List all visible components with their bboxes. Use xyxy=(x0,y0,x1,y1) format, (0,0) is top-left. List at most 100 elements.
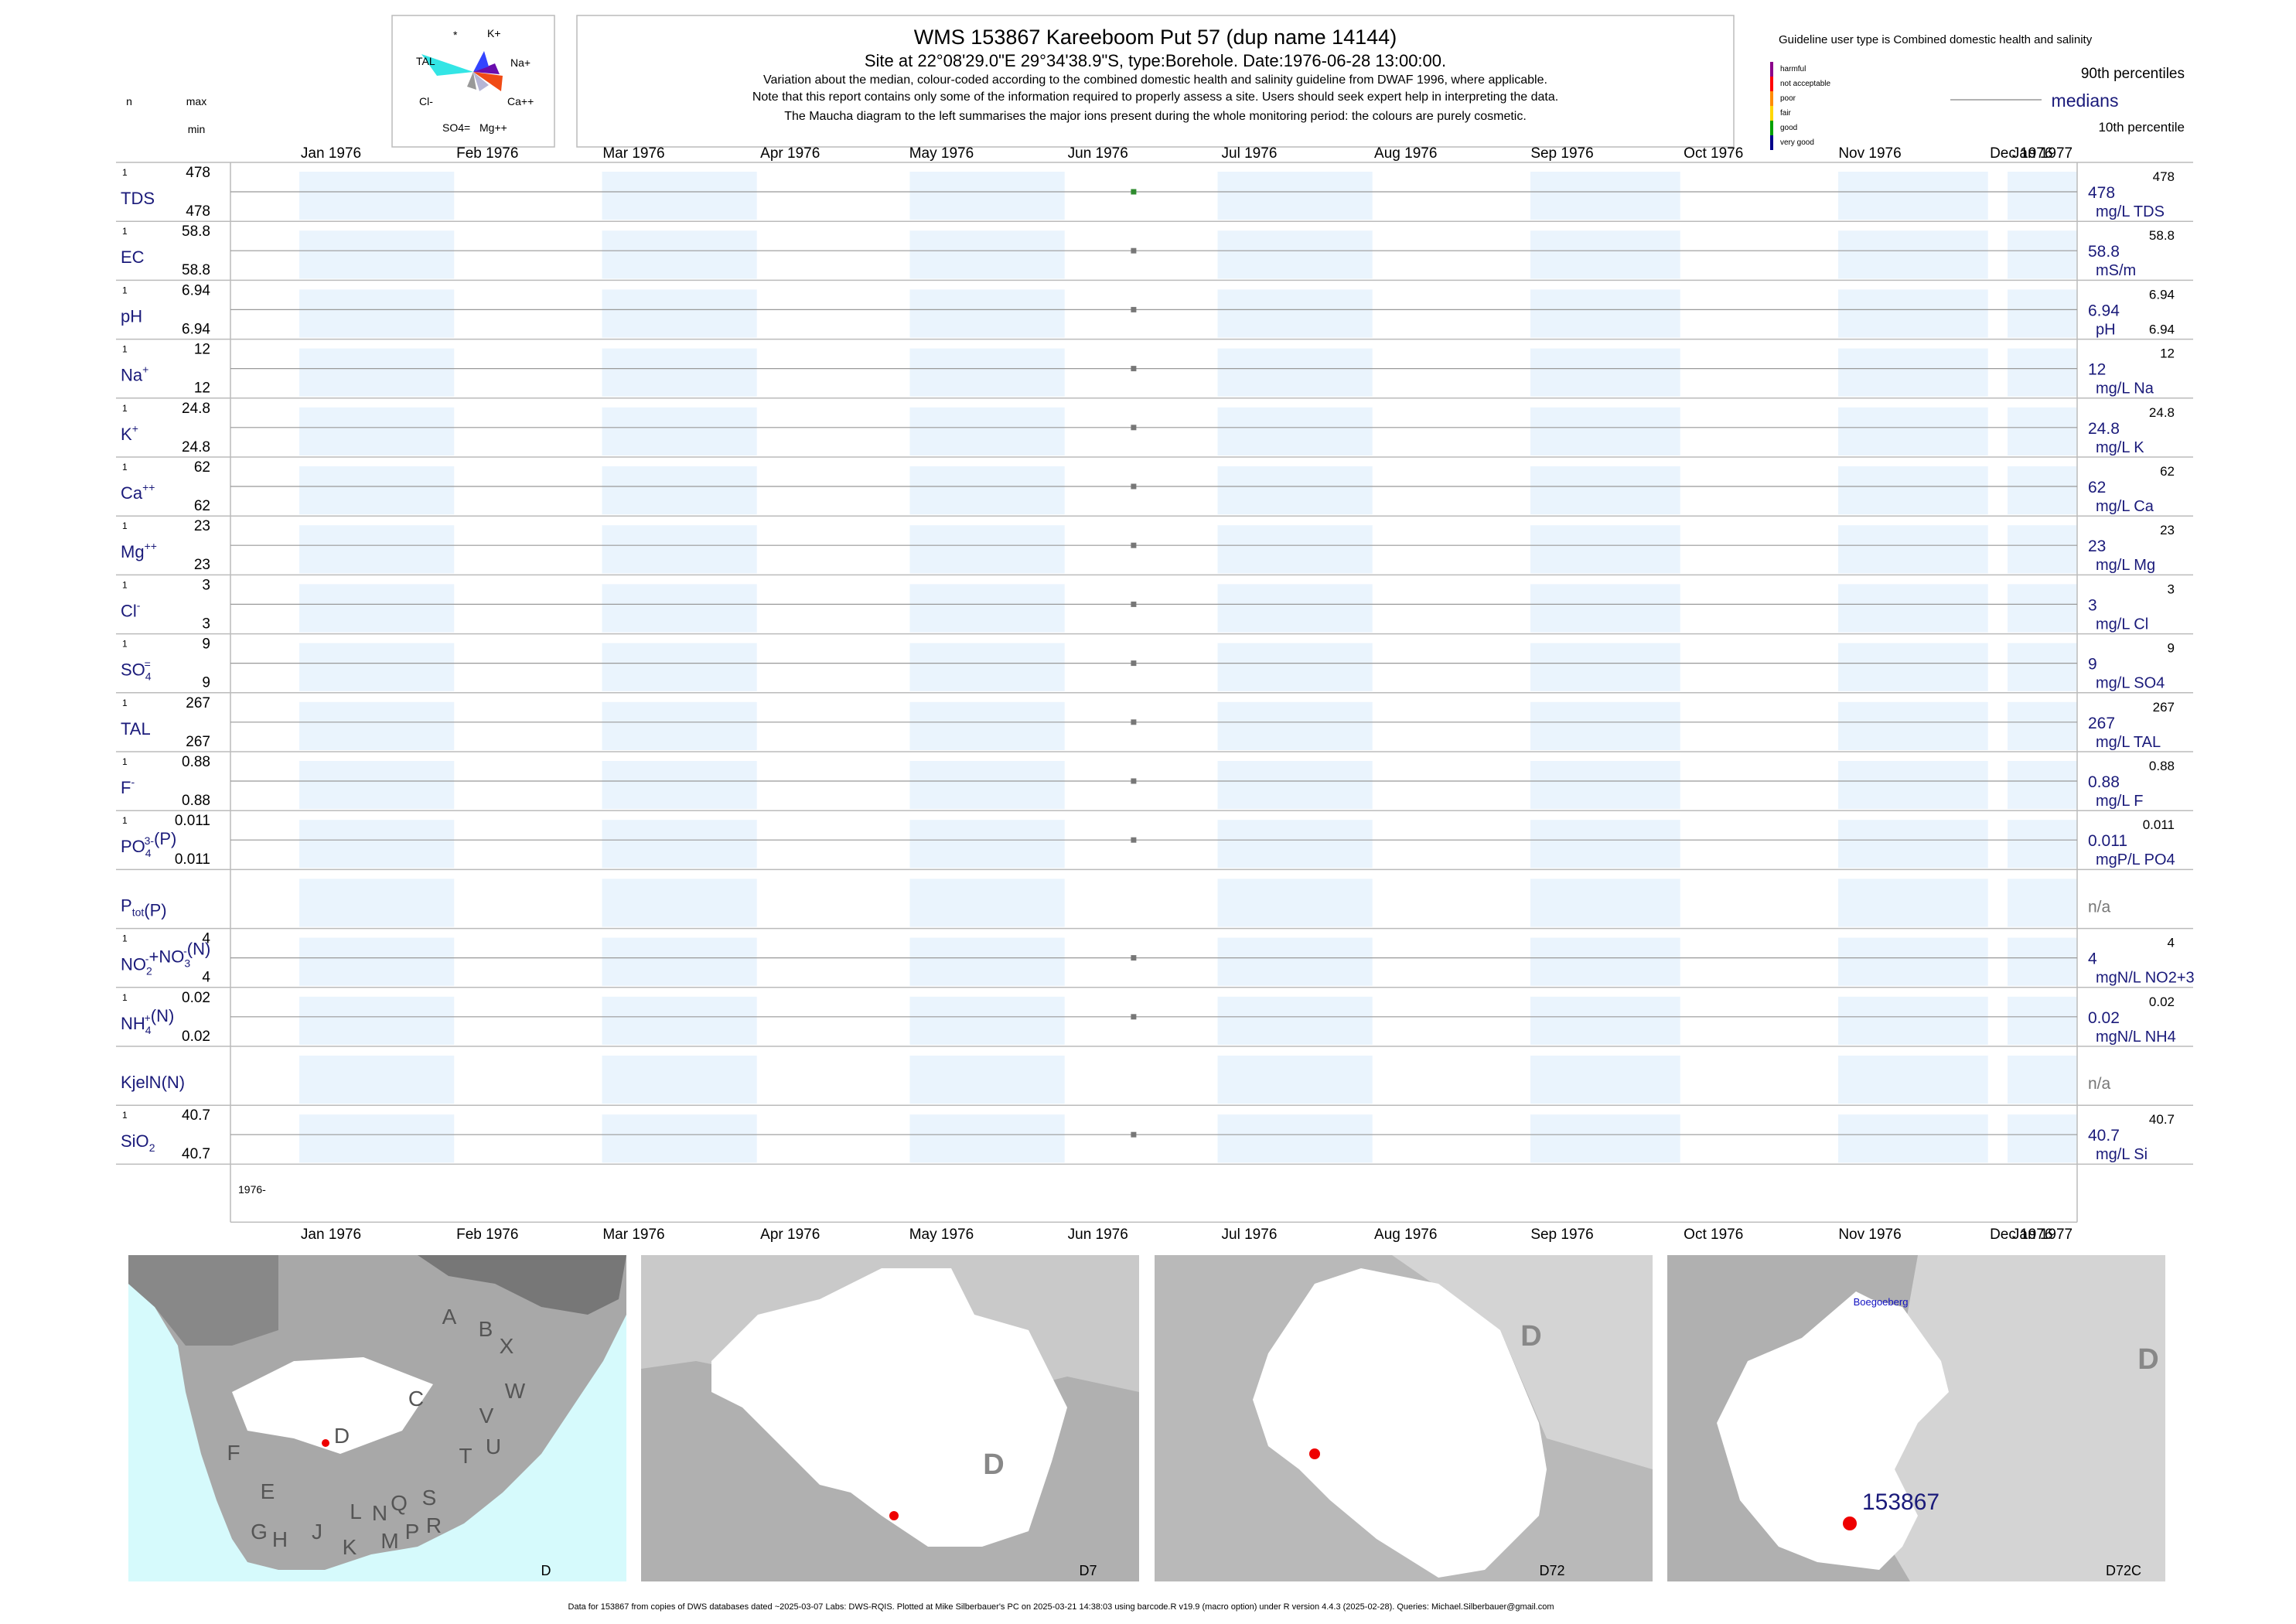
x-tick-bottom: Feb 1976 xyxy=(456,1227,518,1243)
row-min: 58.8 xyxy=(182,262,210,278)
row-max: 58.8 xyxy=(182,223,210,240)
month-band xyxy=(2008,289,2077,338)
map1-region-letter: A xyxy=(442,1305,457,1329)
maucha-na-wedge xyxy=(473,63,500,74)
month-band xyxy=(299,701,455,750)
legend-category-3: fair xyxy=(1780,109,1792,118)
month-band xyxy=(602,584,757,633)
month-band xyxy=(1530,348,1680,397)
row-median: n/a xyxy=(2088,1075,2111,1093)
sample-point xyxy=(1131,837,1137,843)
month-band xyxy=(1530,996,1680,1045)
map2-letter: D xyxy=(983,1448,1004,1481)
month-band xyxy=(2008,701,2077,750)
row-n: 1 xyxy=(122,520,128,531)
param-label: PO43-(P) xyxy=(121,829,176,859)
row-n: 1 xyxy=(122,403,128,414)
row-p90: 4 xyxy=(2168,936,2175,950)
row-min: 4 xyxy=(202,970,210,986)
row-min: 62 xyxy=(194,498,210,514)
month-band xyxy=(299,584,455,633)
sample-point xyxy=(1131,306,1137,312)
row-unit: mgN/L NO2+3 xyxy=(2096,970,2195,987)
month-band xyxy=(2008,1056,2077,1104)
x-tick-bottom: Sep 1976 xyxy=(1530,1227,1593,1243)
sample-point xyxy=(1131,955,1137,961)
param-label: Ptot(P) xyxy=(121,896,167,919)
month-band xyxy=(299,348,455,397)
map4-region xyxy=(1871,1255,2165,1581)
month-band xyxy=(2008,407,2077,455)
maucha-k-wedge xyxy=(473,51,489,72)
row-unit: mg/L Cl xyxy=(2096,616,2148,633)
month-band xyxy=(2008,761,2077,810)
month-band xyxy=(299,289,455,338)
month-band xyxy=(1838,937,1988,986)
month-band xyxy=(299,525,455,574)
month-band xyxy=(602,820,757,868)
row-min: 6.94 xyxy=(182,321,210,337)
map4-site-dot xyxy=(1843,1517,1857,1530)
row-p90: 478 xyxy=(2153,169,2175,184)
param-label: KjelN(N) xyxy=(121,1073,185,1092)
row-max: 0.88 xyxy=(182,754,210,770)
row-p90: 6.94 xyxy=(2149,287,2175,302)
row-median: 58.8 xyxy=(2088,243,2120,261)
row-p90: 0.88 xyxy=(2149,759,2175,773)
month-band xyxy=(1838,172,1988,220)
maucha-label-cl: Cl- xyxy=(419,95,433,107)
row-unit: mS/m xyxy=(2096,262,2136,279)
row-n: 1 xyxy=(122,285,128,295)
month-band xyxy=(1530,701,1680,750)
row-p90: 3 xyxy=(2168,582,2175,596)
row-median: 0.02 xyxy=(2088,1009,2120,1027)
x-tick-bottom: Aug 1976 xyxy=(1374,1227,1437,1243)
sample-point xyxy=(1131,189,1137,195)
row-p90: 12 xyxy=(2160,346,2175,361)
row-max: 40.7 xyxy=(182,1107,210,1124)
map3-site-dot xyxy=(1309,1448,1320,1459)
x-tick-bottom: Nov 1976 xyxy=(1838,1227,1901,1243)
x-tick-top: Aug 1976 xyxy=(1374,145,1437,162)
maucha-label-tal: TAL xyxy=(416,55,435,67)
legend-swatch-3 xyxy=(1770,106,1773,121)
row-median: 4 xyxy=(2088,950,2097,968)
row-n: 1 xyxy=(122,992,128,1003)
maucha-mg-wedge xyxy=(473,72,489,91)
month-band xyxy=(2008,466,2077,515)
month-band xyxy=(299,230,455,279)
map1-region-letter: U xyxy=(486,1435,501,1459)
month-band xyxy=(2008,230,2077,279)
sample-point xyxy=(1131,1014,1137,1020)
row-unit: mg/L K xyxy=(2096,439,2144,456)
maucha-so4-wedge xyxy=(467,72,476,90)
month-band xyxy=(909,466,1065,515)
sample-point xyxy=(1131,366,1137,372)
month-band xyxy=(1530,820,1680,868)
month-band xyxy=(909,761,1065,810)
month-band xyxy=(1217,348,1373,397)
row-n: 1 xyxy=(122,933,128,944)
month-band xyxy=(602,879,757,927)
row-unit: mg/L Na xyxy=(2096,380,2154,397)
row-median: 23 xyxy=(2088,537,2106,555)
month-band xyxy=(299,937,455,986)
row-min: 40.7 xyxy=(182,1146,210,1162)
map1-region-letter: E xyxy=(261,1479,275,1503)
month-band xyxy=(1838,289,1988,338)
guideline-text: Guideline user type is Combined domestic… xyxy=(1779,33,2093,46)
month-band xyxy=(909,937,1065,986)
barcode-chart: Jan 1976 Jan 1976 Feb 1976 Feb 1976 Mar 1976… xyxy=(116,145,2195,1243)
note-line-3: The Maucha diagram to the left summarise… xyxy=(784,110,1527,123)
row-n: 1 xyxy=(122,756,128,767)
map4-letter: D xyxy=(2137,1343,2158,1376)
month-band xyxy=(1838,348,1988,397)
header-n: n xyxy=(126,95,132,107)
row-median: 0.88 xyxy=(2088,773,2120,791)
sample-point xyxy=(1131,483,1137,490)
month-band xyxy=(1217,466,1373,515)
month-band xyxy=(299,407,455,455)
month-band xyxy=(909,1056,1065,1104)
map2-site-dot xyxy=(889,1511,899,1520)
